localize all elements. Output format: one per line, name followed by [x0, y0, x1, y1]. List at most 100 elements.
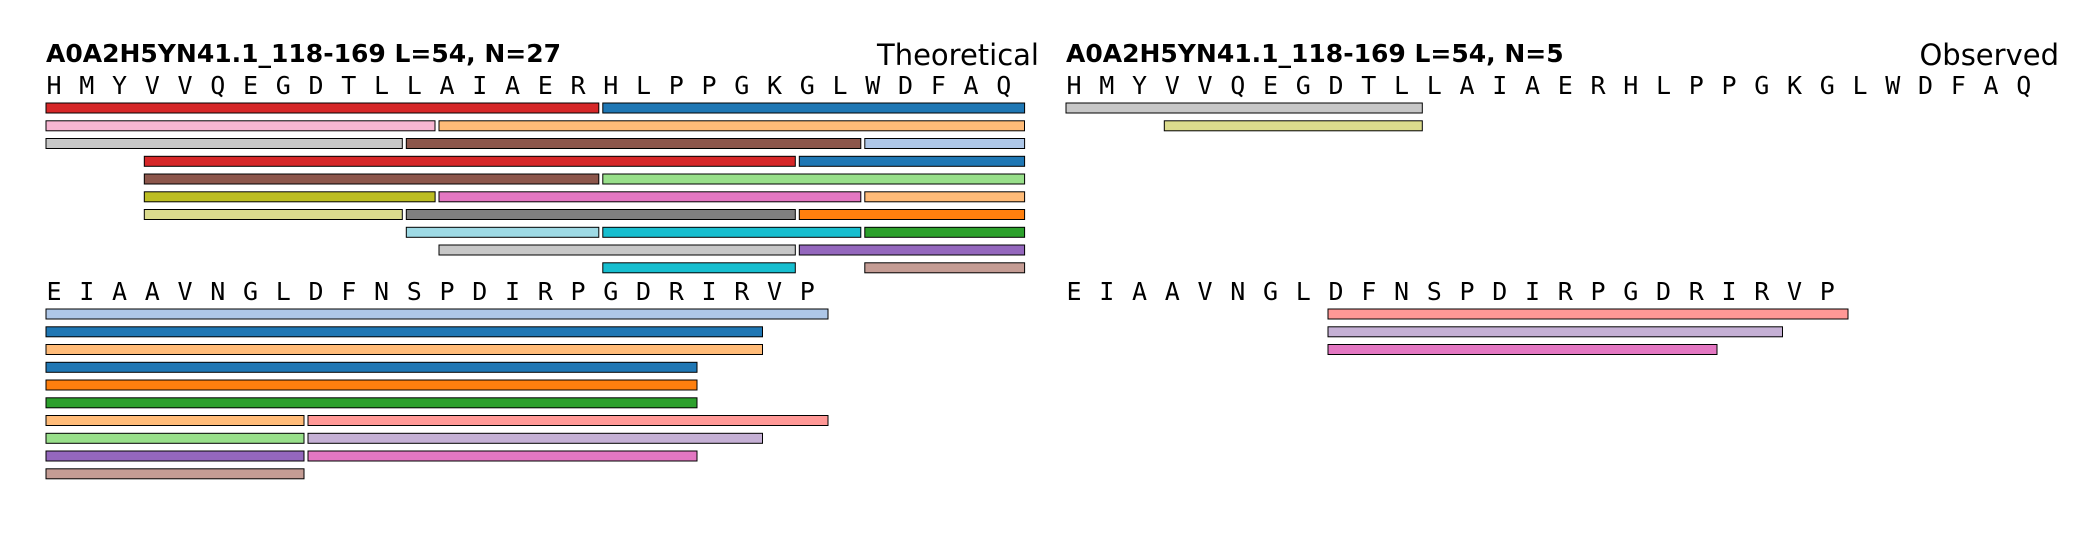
- peptide-bar: [45, 450, 305, 462]
- peptide-bar: [602, 226, 862, 238]
- residue-letter: E: [1066, 277, 1081, 306]
- residue-letter: Y: [112, 71, 127, 100]
- residue-letter: R: [734, 277, 750, 306]
- residue-letter: D: [308, 277, 323, 306]
- residue-letter: D: [1918, 71, 1933, 100]
- peptide-bar: [864, 226, 1026, 238]
- residue-letter: L: [1296, 277, 1311, 306]
- residue-letter: T: [341, 71, 356, 100]
- peptide-bar: [864, 262, 1026, 274]
- residue-letter: A: [1983, 71, 1998, 100]
- panel-title: A0A2H5YN41.1_118-169 L=54, N=27: [46, 39, 561, 68]
- peptide-bar: [45, 102, 600, 114]
- residue-letter: M: [1099, 71, 1114, 100]
- residue-letter: N: [210, 277, 225, 306]
- peptide-bar: [1327, 326, 1783, 338]
- residue-letter: G: [734, 71, 749, 100]
- residue-letter: H: [46, 71, 61, 100]
- peptide-bar: [45, 432, 305, 444]
- residue-letter: K: [767, 71, 782, 100]
- peptide-bar: [405, 226, 600, 238]
- residue-letter: R: [669, 277, 685, 306]
- peptide-bar: [1065, 102, 1423, 114]
- residue-letter: D: [1328, 71, 1343, 100]
- residue-letter: E: [1558, 71, 1573, 100]
- peptide-bar: [1327, 344, 1718, 355]
- peptide-bar: [45, 308, 829, 320]
- residue-letter: I: [79, 277, 94, 306]
- residue-letter: I: [472, 71, 487, 100]
- residue-letter: G: [1820, 71, 1835, 100]
- residue-letter: P: [570, 277, 585, 306]
- peptide-bar: [798, 209, 1026, 220]
- residue-letter: V: [767, 277, 782, 306]
- peptide-bar: [143, 191, 436, 203]
- residue-letter: L: [1427, 71, 1442, 100]
- residue-letter: P: [701, 71, 716, 100]
- residue-letter: E: [538, 71, 553, 100]
- residue-letter: I: [1525, 277, 1540, 306]
- peptide-bar: [45, 397, 698, 409]
- residue-letter: G: [1296, 71, 1311, 100]
- residue-letter: R: [570, 71, 586, 100]
- residue-letter: D: [1656, 277, 1671, 306]
- residue-letter: W: [1885, 71, 1901, 100]
- residue-letter: S: [407, 277, 422, 306]
- peptide-bar: [45, 415, 305, 426]
- residue-letter: A: [1132, 277, 1147, 306]
- residue-letter: M: [79, 71, 94, 100]
- residue-letter: P: [1689, 71, 1704, 100]
- peptide-bar: [45, 344, 763, 355]
- residue-letter: R: [1558, 277, 1574, 306]
- residue-letter: L: [407, 71, 422, 100]
- peptide-bar: [143, 155, 796, 167]
- residue-letter: Q: [996, 71, 1011, 100]
- residue-letter: H: [1623, 71, 1638, 100]
- residue-letter: K: [1787, 71, 1802, 100]
- peptide-bar: [405, 209, 796, 220]
- residue-letter: A: [145, 277, 160, 306]
- residue-letter: Q: [210, 71, 225, 100]
- residue-letter: P: [1820, 277, 1835, 306]
- residue-letter: E: [46, 277, 61, 306]
- residue-letter: G: [1263, 277, 1278, 306]
- peptide-bar: [1163, 120, 1423, 132]
- residue-letter: E: [243, 71, 258, 100]
- residue-letter: Q: [1230, 71, 1245, 100]
- residue-letter: N: [1394, 277, 1409, 306]
- residue-letter: F: [1951, 71, 1966, 100]
- residue-letter: I: [701, 277, 716, 306]
- residue-letter: G: [1623, 277, 1638, 306]
- residue-letter: A: [505, 71, 520, 100]
- peptide-bar: [438, 244, 796, 256]
- peptide-bar: [143, 209, 403, 220]
- residue-letter: F: [341, 277, 356, 306]
- residue-letter: A: [439, 71, 454, 100]
- residue-letter: P: [669, 71, 684, 100]
- residue-letter: L: [1656, 71, 1671, 100]
- residue-letter: L: [832, 71, 847, 100]
- residue-letter: R: [538, 277, 554, 306]
- residue-letter: V: [1197, 277, 1212, 306]
- residue-letter: P: [1721, 71, 1736, 100]
- residue-letter: A: [963, 71, 978, 100]
- residue-letter: D: [636, 277, 651, 306]
- residue-letter: A: [1459, 71, 1474, 100]
- peptide-bar: [798, 155, 1026, 167]
- residue-letter: V: [1787, 277, 1802, 306]
- peptide-bar: [602, 173, 1026, 185]
- residue-letter: I: [1099, 277, 1114, 306]
- residue-letter: E: [1263, 71, 1278, 100]
- peptide-bar: [864, 191, 1026, 203]
- residue-letter: R: [1754, 277, 1770, 306]
- residue-letter: Y: [1132, 71, 1147, 100]
- panel-mode-label: Theoretical: [876, 38, 1039, 72]
- residue-letter: G: [1754, 71, 1769, 100]
- peptide-bar: [1327, 308, 1849, 320]
- residue-letter: V: [145, 71, 160, 100]
- residue-letter: W: [865, 71, 881, 100]
- residue-letter: R: [1590, 71, 1606, 100]
- residue-letter: D: [308, 71, 323, 100]
- residue-letter: L: [1394, 71, 1409, 100]
